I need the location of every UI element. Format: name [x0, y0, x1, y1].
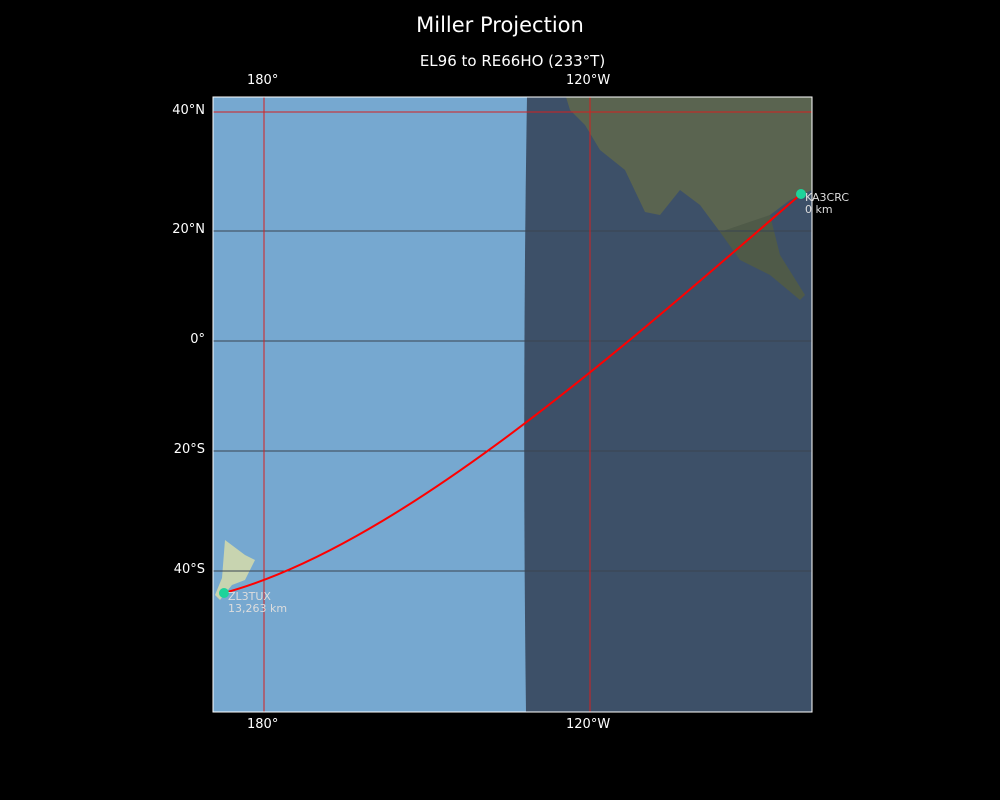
land-new-zealand	[215, 540, 255, 600]
station-marker-zl3tux[interactable]	[219, 588, 229, 598]
station-distance: 0 km	[805, 203, 833, 216]
station-label-zl3tux: ZL3TUX 13,263 km	[228, 591, 287, 615]
lon-label-top-180: 180°	[247, 73, 279, 88]
map-title: Miller Projection	[416, 13, 584, 37]
parallels	[213, 230, 812, 572]
station-label-ka3crc: KA3CRC 0 km	[805, 192, 849, 216]
great-circle-path	[223, 193, 802, 594]
station-call: ZL3TUX	[228, 590, 271, 603]
station-distance: 13,263 km	[228, 602, 288, 615]
station-call: KA3CRC	[805, 191, 849, 204]
lat-label-40n: 40°N	[172, 103, 205, 118]
map-frame	[212, 96, 813, 713]
lon-label-bottom-180: 180°	[247, 717, 279, 732]
lat-label-20s: 20°S	[173, 442, 205, 457]
lon-label-top-120w: 120°W	[566, 73, 611, 88]
lat-label-20n: 20°N	[172, 222, 205, 237]
land-central-america	[720, 215, 805, 300]
lat-label-0: 0°	[190, 332, 205, 347]
lon-label-bottom-120w: 120°W	[566, 717, 611, 732]
map-subtitle: EL96 to RE66HO (233°T)	[419, 52, 606, 70]
land-north-america	[566, 97, 812, 235]
station-marker-ka3crc[interactable]	[796, 189, 806, 199]
lat-label-40s: 40°S	[173, 562, 205, 577]
